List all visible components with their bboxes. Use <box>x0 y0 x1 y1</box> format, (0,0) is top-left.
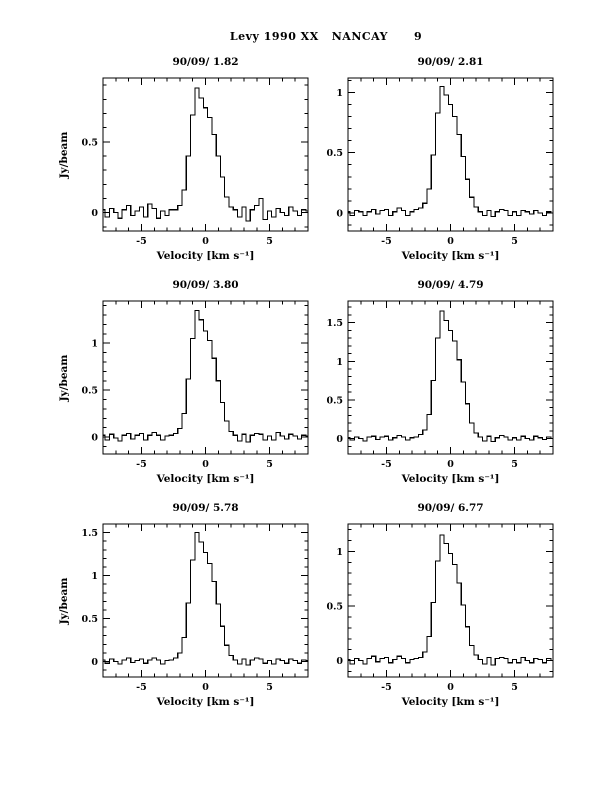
y-tick-label: 0.5 <box>326 395 343 406</box>
x-tick-label: -5 <box>381 459 392 470</box>
spectrum-panel: 90/09/ 5.78 -5 0 5 0 0.5 1 1.5 Velocity [km s⁻¹] <box>61 502 313 720</box>
x-axis-label: Velocity [km s⁻¹] <box>156 473 255 485</box>
x-axis-label: Velocity [km s⁻¹] <box>156 696 255 708</box>
x-axis-label: Velocity [km s⁻¹] <box>401 473 500 485</box>
y-tick-label: 0.5 <box>81 386 98 397</box>
plot-frame <box>347 300 554 455</box>
page-header: Levy 1990 XX NANCAY 9 <box>229 30 423 43</box>
spectrum-plot: -5 0 5 0 0.5 1 1.5 Velocity [km s⁻¹] <box>326 300 554 485</box>
panel-title: 90/09/ 5.78 <box>172 502 239 514</box>
x-tick-label: 5 <box>266 236 273 247</box>
x-tick-label: 5 <box>511 459 518 470</box>
y-tick-label: 0.5 <box>326 148 343 159</box>
x-tick-label: 5 <box>511 682 518 693</box>
y-tick-label: 1.5 <box>326 318 343 329</box>
y-tick-label: 0 <box>91 433 98 444</box>
x-tick-label: -5 <box>381 236 392 247</box>
spectrum-plot: -5 0 5 0 0.5 1 Velocity [km s⁻¹] <box>81 300 309 485</box>
spectrum-panel: 90/09/ 2.81 -5 0 5 0 0.5 1 Velocity [km s⁻¹] <box>306 56 558 274</box>
x-axis-label: Velocity [km s⁻¹] <box>401 696 500 708</box>
spectrum-panel: 90/09/ 4.79 -5 0 5 0 0.5 1 1.5 Velocity [km s⁻¹] <box>306 279 558 497</box>
y-tick-label: 0.5 <box>326 601 343 612</box>
y-tick-label: 1 <box>336 357 343 368</box>
y-tick-label: 0 <box>336 208 343 219</box>
spectrum-panel: 90/09/ 3.80 -5 0 5 0 0.5 1 Velocity [km s⁻¹] <box>61 279 313 497</box>
spectrum-line <box>348 85 553 218</box>
panel-title: 90/09/ 2.81 <box>417 56 484 68</box>
y-tick-label: 0 <box>336 656 343 667</box>
plot-frame <box>347 523 554 678</box>
x-tick-label: 0 <box>202 682 209 693</box>
y-tick-label: 1 <box>336 547 343 558</box>
x-tick-label: -5 <box>136 459 147 470</box>
panel-title: 90/09/ 1.82 <box>172 56 239 68</box>
y-tick-label: 0 <box>91 208 98 219</box>
panel-title: 90/09/ 6.77 <box>417 502 484 514</box>
spectrum-plot: -5 0 5 0 0.5 Velocity [km s⁻¹] <box>81 77 309 262</box>
spectrum-line <box>103 532 308 666</box>
plot-frame <box>102 300 309 455</box>
spectrum-line <box>103 309 308 443</box>
y-tick-label: 0.5 <box>81 614 98 625</box>
spectrum-line <box>348 310 553 443</box>
x-tick-label: 0 <box>202 459 209 470</box>
y-tick-label: 0.5 <box>81 137 98 148</box>
panel-title: 90/09/ 3.80 <box>172 279 239 291</box>
y-tick-label: 1 <box>91 339 98 350</box>
y-axis-label: Jy/beam <box>58 131 70 178</box>
x-tick-label: 0 <box>202 236 209 247</box>
spectrum-panel: 90/09/ 6.77 -5 0 5 0 0.5 1 Velocity [km s⁻¹] <box>306 502 558 720</box>
x-tick-label: 5 <box>266 459 273 470</box>
spectrum-plot: -5 0 5 0 0.5 1 Velocity [km s⁻¹] <box>326 523 554 708</box>
y-tick-label: 1 <box>336 88 343 99</box>
spectrum-panel: 90/09/ 1.82 -5 0 5 0 0.5 Velocity [km s⁻¹] <box>61 56 313 274</box>
y-tick-label: 1.5 <box>81 528 98 539</box>
x-tick-label: 5 <box>511 236 518 247</box>
x-tick-label: 5 <box>266 682 273 693</box>
x-axis-label: Velocity [km s⁻¹] <box>401 250 500 262</box>
panel-title: 90/09/ 4.79 <box>417 279 484 291</box>
y-tick-label: 0 <box>336 434 343 445</box>
x-tick-label: 0 <box>447 459 454 470</box>
x-tick-label: 0 <box>447 236 454 247</box>
x-axis-label: Velocity [km s⁻¹] <box>156 250 255 262</box>
plot-frame <box>347 77 554 232</box>
spectrum-line <box>103 87 308 222</box>
y-axis-label: Jy/beam <box>58 577 70 624</box>
spectrum-plot: -5 0 5 0 0.5 1 1.5 Velocity [km s⁻¹] <box>81 523 309 708</box>
x-tick-label: -5 <box>136 236 147 247</box>
spectrum-plot: -5 0 5 0 0.5 1 Velocity [km s⁻¹] <box>326 77 554 262</box>
y-tick-label: 0 <box>91 657 98 668</box>
x-tick-label: -5 <box>136 682 147 693</box>
plot-frame <box>102 523 309 678</box>
x-tick-label: 0 <box>447 682 454 693</box>
spectrum-line <box>348 534 553 666</box>
y-axis-label: Jy/beam <box>58 354 70 401</box>
x-tick-label: -5 <box>381 682 392 693</box>
y-tick-label: 1 <box>91 571 98 582</box>
